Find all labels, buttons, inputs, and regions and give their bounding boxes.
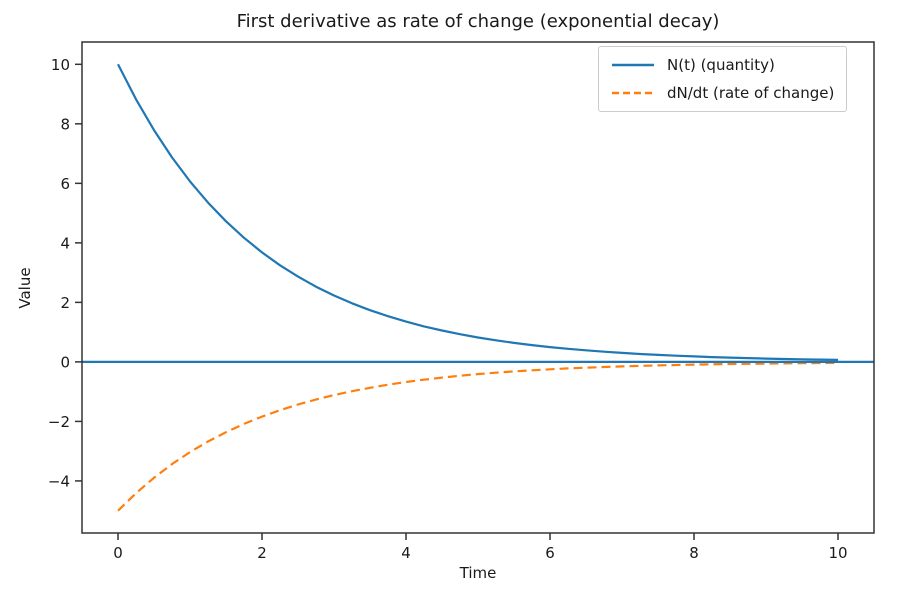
- svg-text:6: 6: [545, 544, 555, 562]
- svg-text:4: 4: [60, 234, 70, 252]
- svg-text:10: 10: [51, 56, 70, 74]
- legend-label-rate: dN/dt (rate of change): [667, 84, 835, 102]
- legend-item-quantity: N(t) (quantity): [610, 54, 834, 76]
- svg-text:8: 8: [60, 115, 70, 133]
- svg-text:6: 6: [60, 175, 70, 193]
- x-axis-label: Time: [459, 564, 497, 582]
- svg-text:2: 2: [257, 544, 267, 562]
- svg-text:8: 8: [689, 544, 699, 562]
- svg-text:0: 0: [60, 353, 70, 371]
- svg-text:−4: −4: [48, 472, 70, 490]
- svg-text:−2: −2: [48, 413, 70, 431]
- svg-text:2: 2: [60, 294, 70, 312]
- legend-item-rate: dN/dt (rate of change): [610, 82, 834, 104]
- legend-label-quantity: N(t) (quantity): [667, 56, 775, 74]
- legend-line-dashed-icon: [612, 91, 654, 95]
- legend-line-solid-icon: [612, 63, 654, 67]
- chart-title: First derivative as rate of change (expo…: [236, 11, 720, 32]
- svg-text:4: 4: [401, 544, 411, 562]
- svg-text:10: 10: [828, 544, 847, 562]
- legend: N(t) (quantity) dN/dt (rate of change): [598, 46, 848, 112]
- svg-text:0: 0: [113, 544, 123, 562]
